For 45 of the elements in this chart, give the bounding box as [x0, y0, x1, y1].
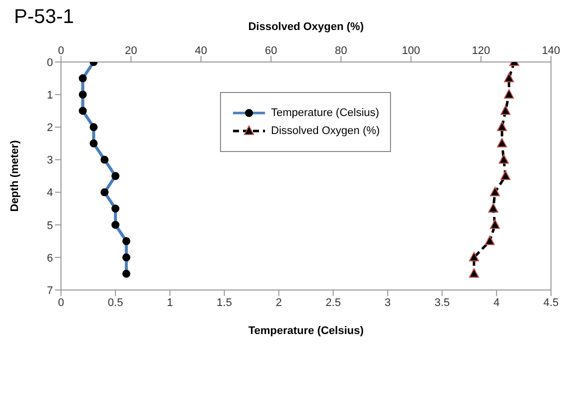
x-tick-label: 2 — [276, 296, 282, 309]
y-axis-title: Depth (meter) — [8, 140, 21, 212]
y-tick-label: 3 — [46, 154, 53, 167]
x-tick-label: 3.5 — [434, 296, 450, 309]
x2-tick-label: 20 — [124, 45, 138, 57]
x-tick-label: 1 — [166, 296, 173, 309]
x2-tick-label: 100 — [402, 45, 420, 57]
x-tick-label: 3 — [384, 296, 391, 309]
legend-label: Temperature (Celsius) — [271, 107, 380, 119]
x2-tick-label: 40 — [194, 45, 208, 57]
x-tick-label: 4 — [493, 296, 500, 309]
x-tick-label: 2.5 — [326, 296, 341, 309]
x-axis-title: Temperature (Celsius) — [248, 325, 364, 337]
y-tick-label: 1 — [46, 89, 53, 102]
x2-axis-title: Dissolved Oxygen (%) — [248, 20, 364, 33]
point — [469, 268, 479, 278]
point — [469, 252, 479, 262]
y-tick-label: 7 — [46, 284, 53, 297]
x-tick-label: 4.5 — [543, 296, 559, 309]
x2-tick-label: 60 — [264, 45, 278, 57]
point — [504, 89, 514, 99]
point — [504, 72, 514, 82]
point — [497, 122, 507, 132]
x2-tick-label: 0 — [58, 45, 64, 57]
legend-label: Dissolved Oxygen (%) — [271, 125, 380, 137]
x2-tick-label: 140 — [542, 45, 560, 57]
point — [490, 219, 500, 229]
y-tick-label: 6 — [46, 252, 53, 264]
x-tick-label: 0 — [58, 296, 64, 309]
point — [488, 203, 498, 213]
y-tick-label: 2 — [46, 122, 53, 134]
x-tick-label: 1.5 — [216, 296, 232, 309]
point — [490, 186, 500, 196]
y-tick-label: 0 — [46, 56, 53, 69]
point — [484, 236, 495, 246]
chart-title: P-53-1 — [14, 6, 74, 29]
point — [497, 138, 507, 148]
point — [500, 105, 510, 115]
y-tick-label: 5 — [46, 220, 53, 232]
point — [498, 154, 509, 164]
point — [500, 170, 510, 180]
x2-tick-label: 80 — [334, 45, 348, 57]
x-tick-label: 0.5 — [108, 296, 124, 309]
x2-tick-label: 120 — [472, 45, 490, 57]
y-tick-label: 4 — [46, 187, 53, 200]
